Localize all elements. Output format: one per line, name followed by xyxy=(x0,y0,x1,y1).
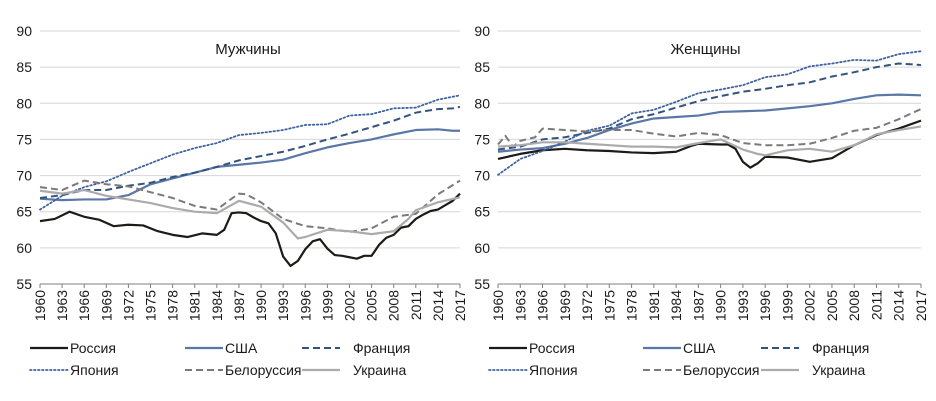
series-line-belarus xyxy=(497,108,922,148)
x-tick-label: 2008 xyxy=(386,290,402,321)
legend-label: Украина xyxy=(812,362,866,378)
series-line-japan xyxy=(39,94,461,211)
x-tick-label: 1960 xyxy=(32,290,48,321)
x-tick-label: 1963 xyxy=(54,290,70,321)
panel-title: Мужчины xyxy=(215,41,280,58)
legend-item-usa: США xyxy=(185,340,258,356)
panel-title: Женщины xyxy=(670,41,740,58)
legend-item-belarus: Белоруссия xyxy=(185,362,302,378)
legend-item-usa: США xyxy=(643,340,716,356)
legend-label: США xyxy=(225,340,258,356)
y-tick-label: 65 xyxy=(474,204,490,220)
x-tick-label: 1999 xyxy=(779,290,795,321)
y-tick-label: 80 xyxy=(16,95,32,111)
x-tick-label: 1960 xyxy=(490,290,506,321)
x-tick-label: 1975 xyxy=(143,290,159,321)
legend-item-russia: Россия xyxy=(489,340,575,356)
y-tick-label: 60 xyxy=(474,240,490,256)
legend: Россия США Франция Япония Белоруссия Украина xyxy=(29,340,410,378)
series-line-russia xyxy=(39,192,461,268)
legend-item-japan: Япония xyxy=(29,362,119,378)
x-tick-label: 2014 xyxy=(891,290,907,321)
y-tick-label: 60 xyxy=(16,240,32,256)
x-tick-label: 1966 xyxy=(535,290,551,321)
y-tick-label: 90 xyxy=(16,23,32,39)
x-tick-label: 1999 xyxy=(319,290,335,321)
series-line-russia xyxy=(497,119,922,169)
x-tick-label: 1990 xyxy=(713,290,729,321)
y-tick-label: 85 xyxy=(16,59,32,75)
x-tick-label: 2011 xyxy=(868,290,884,320)
y-tick-label: 90 xyxy=(474,23,490,39)
x-tick-label: 1972 xyxy=(120,290,136,321)
legend-right: Россия США Франция Япония Белоруссия Украина xyxy=(488,340,869,378)
series-line-france xyxy=(39,105,461,199)
legend-item-ukraine: Украина xyxy=(302,362,407,378)
legend-label: Франция xyxy=(812,340,869,356)
series-line-france xyxy=(497,62,922,151)
legend-label: Белоруссия xyxy=(683,362,760,378)
x-tick-label: 2005 xyxy=(824,290,840,321)
x-tick-label: 1966 xyxy=(76,290,92,321)
x-tick-label: 1963 xyxy=(512,290,528,321)
series-line-usa xyxy=(39,128,460,202)
x-tick-label: 1981 xyxy=(646,290,662,321)
x-tick-label: 1984 xyxy=(209,290,225,321)
x-tick-label: 1993 xyxy=(275,290,291,321)
series-line-ukraine xyxy=(497,125,922,157)
y-tick-label: 55 xyxy=(474,276,490,292)
x-tick-label: 2002 xyxy=(341,290,357,321)
x-tick-label: 1978 xyxy=(624,290,640,321)
y-tick-label: 65 xyxy=(16,204,32,220)
x-tick-label: 1972 xyxy=(579,290,595,321)
x-tick-label: 2017 xyxy=(913,290,929,321)
legend-label: США xyxy=(683,340,716,356)
legend-label: Франция xyxy=(353,340,410,356)
x-tick-label: 2017 xyxy=(452,290,468,321)
legend-item-japan: Япония xyxy=(488,362,578,378)
legend-label: Россия xyxy=(529,340,575,356)
y-tick-label: 70 xyxy=(474,168,490,184)
legend-label: Россия xyxy=(70,340,116,356)
series-line-belarus xyxy=(39,179,461,233)
legend-item-belarus: Белоруссия xyxy=(643,362,760,378)
legend-item-russia: Россия xyxy=(30,340,116,356)
y-tick-label: 75 xyxy=(474,131,490,147)
legend-label: Украина xyxy=(353,362,407,378)
x-tick-label: 2005 xyxy=(364,290,380,321)
series-line-japan xyxy=(497,50,922,176)
x-tick-label: 1987 xyxy=(690,290,706,321)
x-tick-label: 1996 xyxy=(757,290,773,321)
x-tick-label: 1969 xyxy=(98,290,114,321)
x-tick-label: 1981 xyxy=(187,290,203,321)
y-tick-label: 85 xyxy=(474,59,490,75)
x-tick-label: 1987 xyxy=(231,290,247,321)
y-tick-label: 80 xyxy=(474,95,490,111)
x-tick-label: 1984 xyxy=(668,290,684,321)
y-tick-label: 55 xyxy=(16,276,32,292)
x-tick-label: 1996 xyxy=(297,290,313,321)
panel-women: 55 60 65 70 75 80 85 90 1960 1963 1966 1969 1972 1975… xyxy=(474,23,929,321)
x-tick-label: 2008 xyxy=(846,290,862,321)
x-tick-label: 1990 xyxy=(253,290,269,321)
legend-label: Белоруссия xyxy=(225,362,302,378)
x-tick-label: 2002 xyxy=(802,290,818,321)
x-tick-label: 1978 xyxy=(165,290,181,321)
y-tick-label: 75 xyxy=(16,131,32,147)
x-tick-label: 2011 xyxy=(408,290,424,320)
x-tick-label: 1975 xyxy=(601,290,617,321)
x-tick-label: 1969 xyxy=(557,290,573,321)
y-tick-label: 70 xyxy=(16,168,32,184)
series-line-ukraine xyxy=(39,188,461,240)
legend-label: Япония xyxy=(529,362,578,378)
x-tick-label: 1993 xyxy=(735,290,751,321)
panel-men: 55 60 65 70 75 80 85 90 1960 1963 1966 1969 1972 1975… xyxy=(16,23,468,321)
legend-item-france: Франция xyxy=(761,340,869,356)
legend-item-france: Франция xyxy=(302,340,410,356)
legend-item-ukraine: Украина xyxy=(761,362,866,378)
x-tick-label: 2014 xyxy=(430,290,446,321)
legend-label: Япония xyxy=(70,362,119,378)
